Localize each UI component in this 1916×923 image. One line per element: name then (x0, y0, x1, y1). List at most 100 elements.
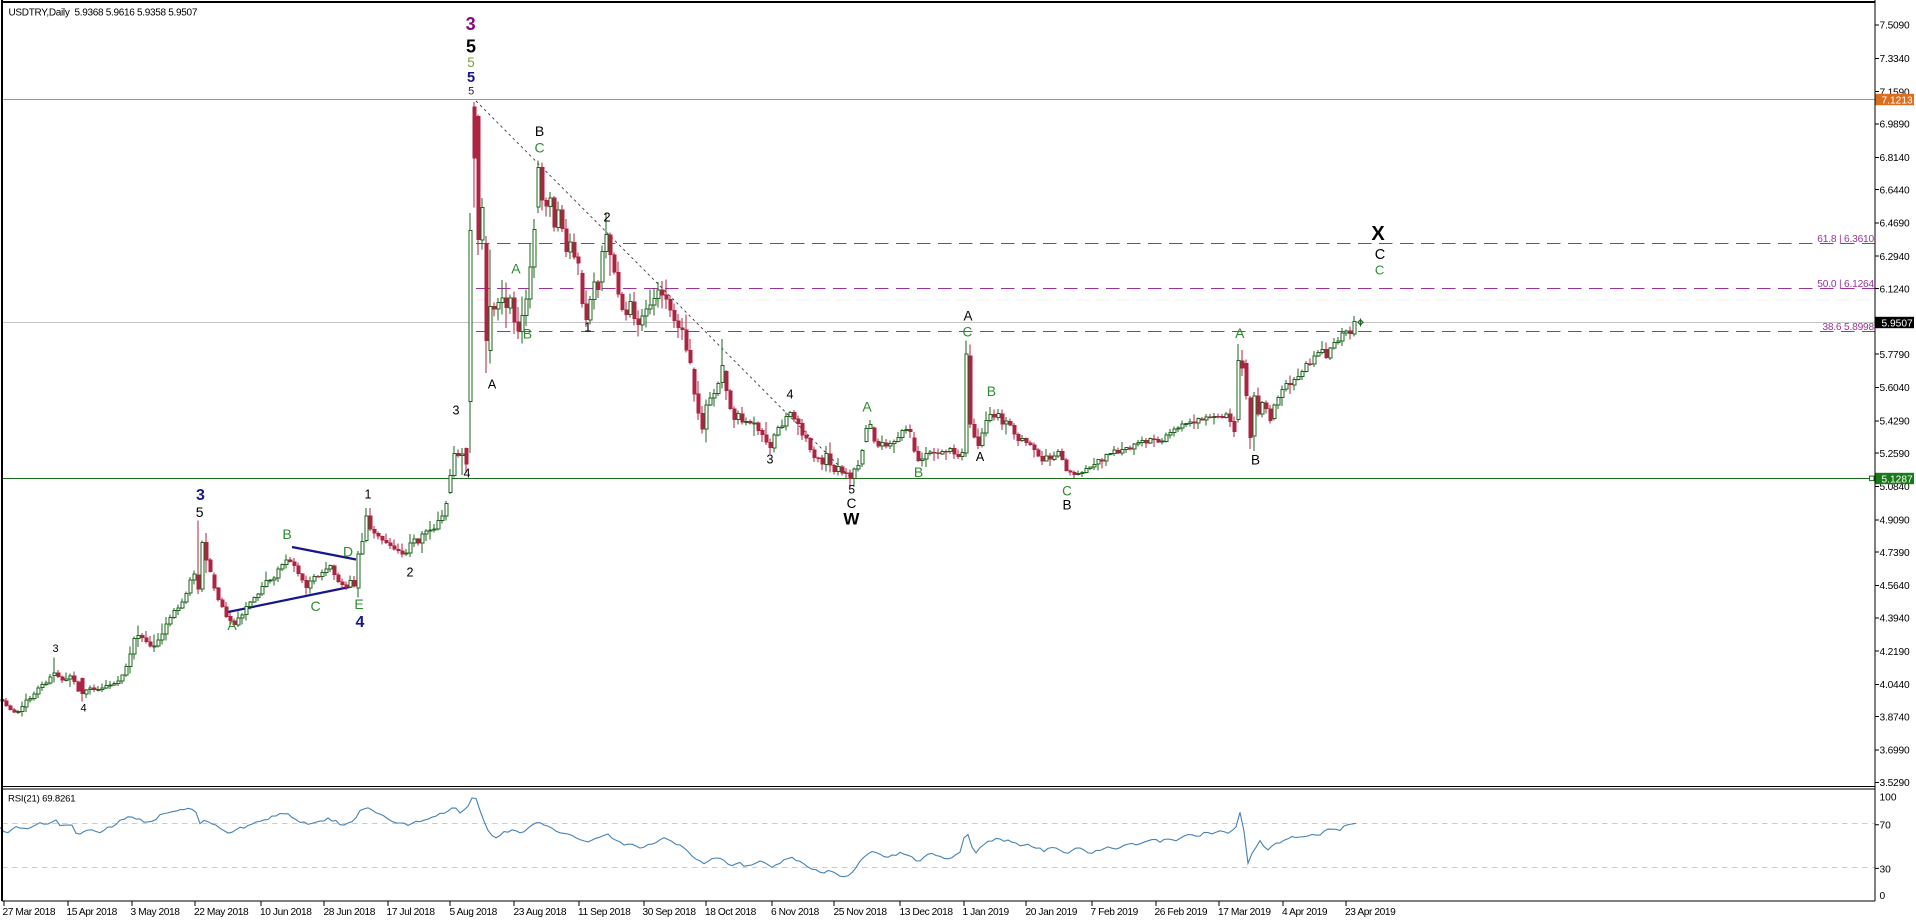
svg-text:11 Sep 2018: 11 Sep 2018 (578, 907, 631, 918)
svg-text:D: D (343, 544, 353, 560)
svg-text:1: 1 (584, 320, 591, 335)
svg-text:3: 3 (466, 14, 476, 34)
svg-text:A: A (963, 309, 972, 324)
svg-text:26 Feb 2019: 26 Feb 2019 (1155, 907, 1208, 918)
svg-text:B: B (282, 526, 291, 542)
svg-text:28 Jun 2018: 28 Jun 2018 (324, 907, 376, 918)
svg-text:6.6440: 6.6440 (1880, 185, 1910, 196)
svg-text:USDTRY,Daily 5.9368 5.9616 5.: USDTRY,Daily 5.9368 5.9616 5.9358 5.9507 (9, 7, 198, 18)
svg-text:B: B (535, 123, 544, 139)
svg-text:70: 70 (1880, 821, 1892, 832)
svg-text:B: B (1251, 452, 1260, 467)
svg-text:7.1590: 7.1590 (1880, 87, 1910, 98)
svg-text:5: 5 (848, 482, 855, 496)
svg-text:5: 5 (467, 55, 475, 70)
svg-text:4: 4 (464, 467, 471, 481)
svg-text:23 Aug 2018: 23 Aug 2018 (514, 907, 567, 918)
svg-text:6.8140: 6.8140 (1880, 153, 1910, 164)
svg-text:100: 100 (1880, 792, 1897, 803)
svg-text:4 Apr 2019: 4 Apr 2019 (1282, 907, 1328, 918)
svg-text:4.7390: 4.7390 (1880, 548, 1910, 559)
svg-text:C: C (311, 598, 321, 614)
svg-text:3 May 2018: 3 May 2018 (131, 907, 181, 918)
svg-text:X: X (1371, 223, 1385, 245)
svg-text:1: 1 (365, 488, 372, 502)
svg-text:5.2590: 5.2590 (1880, 449, 1910, 460)
svg-text:2: 2 (603, 210, 610, 225)
svg-text:6.1240: 6.1240 (1880, 284, 1910, 295)
svg-text:C: C (847, 496, 857, 511)
svg-text:13 Dec 2018: 13 Dec 2018 (900, 907, 954, 918)
svg-text:C: C (535, 139, 545, 155)
svg-text:61.8 | 6.3610: 61.8 | 6.3610 (1817, 234, 1874, 245)
svg-text:A: A (227, 617, 237, 633)
svg-text:4.0440: 4.0440 (1880, 680, 1910, 691)
svg-text:10 Jun 2018: 10 Jun 2018 (260, 907, 312, 918)
svg-text:3: 3 (453, 404, 460, 418)
svg-text:5.9507: 5.9507 (1882, 318, 1913, 329)
svg-text:C: C (1375, 263, 1384, 278)
svg-text:5.6040: 5.6040 (1880, 383, 1910, 394)
svg-text:C: C (963, 325, 973, 340)
svg-text:5: 5 (467, 70, 475, 86)
svg-text:3: 3 (196, 487, 205, 504)
svg-text:17 Mar 2019: 17 Mar 2019 (1218, 907, 1271, 918)
svg-text:7 Feb 2019: 7 Feb 2019 (1091, 907, 1139, 918)
svg-text:27 Mar 2018: 27 Mar 2018 (3, 907, 56, 918)
svg-text:B: B (523, 326, 532, 342)
svg-text:2: 2 (407, 566, 414, 580)
svg-text:B: B (1062, 497, 1071, 512)
svg-text:C: C (1062, 484, 1072, 499)
svg-text:6.2940: 6.2940 (1880, 252, 1910, 263)
svg-text:20 Jan 2019: 20 Jan 2019 (1026, 907, 1078, 918)
svg-text:6.9890: 6.9890 (1880, 120, 1910, 131)
svg-text:4: 4 (356, 614, 365, 631)
svg-text:5: 5 (468, 86, 474, 98)
svg-text:15 Apr 2018: 15 Apr 2018 (67, 907, 118, 918)
svg-text:4: 4 (80, 703, 86, 715)
svg-text:C: C (1375, 247, 1385, 263)
svg-text:RSI(21) 69.8261: RSI(21) 69.8261 (8, 793, 75, 804)
svg-text:6 Nov 2018: 6 Nov 2018 (771, 907, 820, 918)
svg-text:B: B (914, 464, 923, 480)
svg-text:7.3340: 7.3340 (1880, 54, 1910, 65)
svg-text:30: 30 (1880, 864, 1892, 875)
svg-text:4: 4 (787, 388, 794, 402)
svg-text:A: A (488, 378, 497, 392)
svg-text:A: A (862, 399, 872, 415)
svg-text:17 Jul 2018: 17 Jul 2018 (387, 907, 436, 918)
svg-text:18 Oct 2018: 18 Oct 2018 (705, 907, 757, 918)
svg-text:6.4690: 6.4690 (1880, 219, 1910, 230)
svg-text:30 Sep 2018: 30 Sep 2018 (643, 907, 697, 918)
svg-text:3.8740: 3.8740 (1880, 712, 1910, 723)
svg-text:25 Nov 2018: 25 Nov 2018 (834, 907, 888, 918)
svg-text:A: A (511, 261, 521, 277)
svg-text:4.9090: 4.9090 (1880, 516, 1910, 527)
svg-text:5.1287: 5.1287 (1882, 474, 1913, 485)
svg-text:3.5290: 3.5290 (1880, 778, 1910, 789)
svg-text:1 Jan 2019: 1 Jan 2019 (963, 907, 1010, 918)
svg-text:A: A (1235, 325, 1245, 341)
svg-text:3: 3 (767, 453, 774, 467)
svg-text:5: 5 (466, 37, 476, 57)
svg-text:A: A (976, 450, 985, 464)
svg-text:5.4290: 5.4290 (1880, 417, 1910, 428)
svg-text:5: 5 (196, 504, 204, 520)
svg-text:4.5640: 4.5640 (1880, 581, 1910, 592)
svg-text:5 Aug 2018: 5 Aug 2018 (450, 907, 498, 918)
svg-text:B: B (987, 383, 996, 399)
svg-text:4.3940: 4.3940 (1880, 614, 1910, 625)
svg-text:3: 3 (53, 643, 59, 655)
svg-text:7.5090: 7.5090 (1880, 21, 1910, 32)
svg-text:5.0840: 5.0840 (1880, 482, 1910, 493)
svg-text:50.0 | 6.1264: 50.0 | 6.1264 (1817, 279, 1874, 290)
svg-text:7.1213: 7.1213 (1882, 95, 1913, 106)
svg-text:W: W (843, 510, 860, 529)
svg-text:4.2190: 4.2190 (1880, 647, 1910, 658)
svg-text:38.6 5.8998: 38.6 5.8998 (1822, 322, 1874, 333)
svg-text:22 May 2018: 22 May 2018 (194, 907, 249, 918)
svg-text:E: E (354, 596, 363, 612)
svg-text:23 Apr 2019: 23 Apr 2019 (1345, 907, 1396, 918)
svg-text:5.7790: 5.7790 (1880, 350, 1910, 361)
svg-text:0: 0 (1880, 891, 1886, 902)
